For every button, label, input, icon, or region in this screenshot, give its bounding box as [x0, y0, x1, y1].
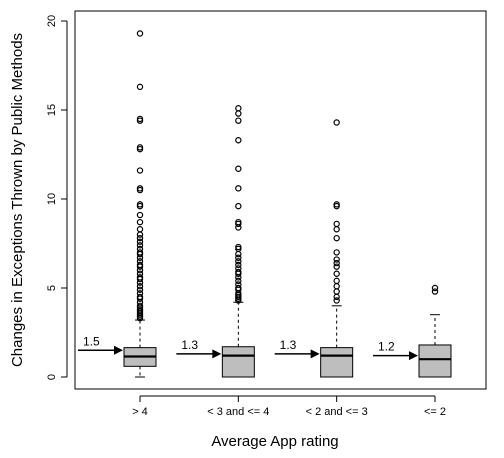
outlier-point — [235, 224, 242, 231]
outlier-point — [333, 263, 340, 270]
outlier-point — [235, 220, 242, 228]
y-tick-label: 20 — [46, 15, 58, 27]
outlier-point — [333, 226, 340, 233]
outlier-point — [136, 283, 144, 290]
outlier-point — [136, 218, 144, 226]
outlier-point — [136, 83, 144, 91]
outlier-point — [136, 30, 144, 37]
mean-arrow-head — [310, 349, 320, 359]
outlier-point — [136, 211, 144, 219]
outlier-point — [136, 254, 144, 261]
y-tick-label: 0 — [46, 374, 58, 380]
y-axis-label: Changes in Exceptions Thrown by Public M… — [9, 33, 26, 367]
mean-label: 1.2 — [378, 340, 395, 354]
outlier-point — [136, 238, 144, 245]
x-tick-label: > 4 — [132, 406, 148, 418]
x-tick-label: < 2 and <= 3 — [306, 406, 368, 418]
y-axis: 0 5 10 15 20 — [46, 15, 68, 380]
outlier-point — [235, 137, 242, 144]
plot-frame — [74, 10, 487, 390]
outlier-point — [333, 249, 340, 256]
box-iqr — [320, 347, 354, 378]
box-group: 1.5 — [78, 30, 157, 378]
outlier-point — [136, 117, 144, 124]
y-tick-label: 10 — [46, 193, 58, 205]
outlier-point — [136, 286, 144, 293]
outlier-point — [431, 284, 439, 292]
outlier-point — [136, 145, 144, 153]
mean-label: 1.3 — [181, 338, 198, 352]
outlier-point — [136, 226, 144, 233]
outlier-point — [333, 256, 340, 263]
mean-arrow-head — [212, 349, 222, 359]
outlier-point — [235, 202, 242, 210]
box-iqr — [221, 346, 255, 378]
outlier-point — [136, 167, 144, 174]
outlier-point — [235, 258, 242, 265]
outlier-point — [235, 274, 242, 281]
outlier-point — [235, 117, 242, 124]
boxes: 1.5 1.3 1.3 1.2 — [78, 30, 452, 378]
mean-label: 1.5 — [83, 334, 100, 348]
outlier-point — [235, 297, 242, 304]
mean-arrow-head — [409, 351, 418, 361]
outlier-point — [136, 315, 144, 322]
box-group: 1.2 — [373, 284, 452, 378]
x-tick-label: < 3 and <= 4 — [207, 406, 269, 418]
outlier-point — [136, 275, 144, 283]
y-tick-label: 5 — [46, 285, 58, 291]
outlier-point — [235, 250, 242, 258]
outlier-point — [333, 202, 340, 210]
outlier-point — [333, 297, 340, 304]
outlier-point — [235, 277, 242, 285]
outlier-point — [235, 105, 242, 112]
outlier-point — [333, 119, 340, 126]
mean-label: 1.3 — [280, 338, 297, 352]
outlier-point — [333, 293, 340, 301]
box-group: 1.3 — [274, 119, 354, 378]
x-axis-label: Average App rating — [211, 433, 338, 450]
box-iqr — [418, 344, 452, 378]
outlier-point — [136, 242, 144, 249]
outlier-point — [235, 254, 242, 261]
outlier-point — [235, 270, 242, 277]
outlier-point — [136, 267, 144, 274]
outlier-point — [136, 250, 144, 258]
outlier-point — [333, 234, 340, 242]
box-group: 1.3 — [176, 105, 255, 378]
y-tick-label: 15 — [46, 104, 58, 116]
outlier-point — [136, 231, 144, 238]
outlier-point — [235, 110, 242, 117]
outlier-point — [333, 277, 340, 285]
x-axis: > 4 < 3 and <= 4 < 2 and <= 3 <= 2 — [132, 395, 446, 418]
outlier-point — [136, 295, 144, 302]
outlier-point — [136, 234, 144, 242]
outlier-point — [235, 261, 242, 269]
outlier-point — [136, 263, 144, 270]
outlier-point — [136, 202, 144, 210]
outlier-point — [235, 165, 242, 172]
outlier-point — [333, 220, 340, 228]
outlier-point — [333, 288, 340, 295]
outlier-point — [235, 185, 242, 192]
outlier-point — [333, 270, 340, 277]
mean-arrow-head — [114, 345, 123, 355]
outlier-point — [333, 283, 340, 290]
outlier-point — [431, 288, 439, 295]
outlier-point — [333, 259, 340, 267]
outlier-point — [136, 186, 144, 194]
x-tick-label: <= 2 — [424, 406, 446, 418]
outlier-point — [136, 279, 144, 286]
